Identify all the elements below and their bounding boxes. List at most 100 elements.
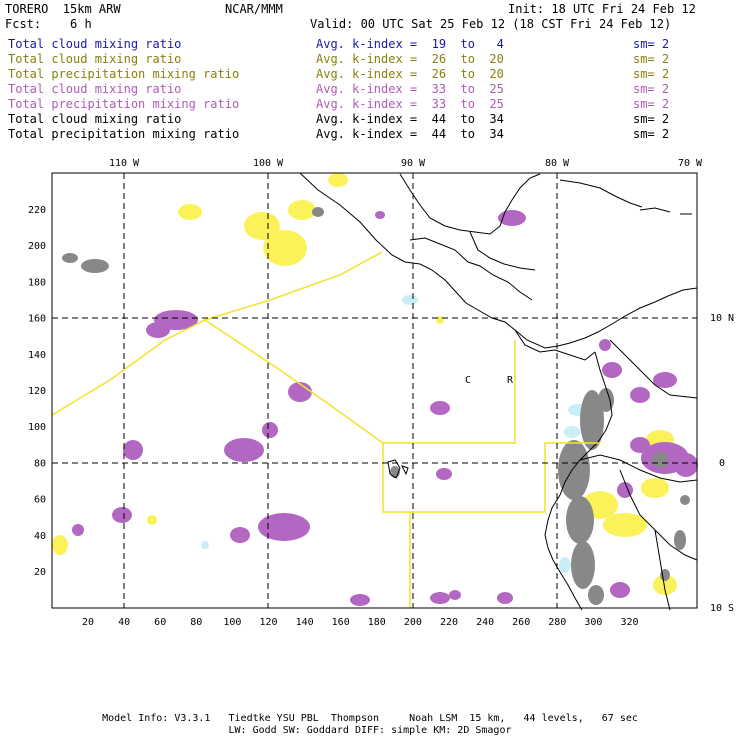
- purple-patch-19: [602, 362, 622, 378]
- gray-patch-8: [588, 585, 604, 605]
- gray-patch-3: [558, 440, 590, 500]
- y-tick-220: 220: [28, 205, 46, 216]
- y-tick-60: 60: [34, 495, 46, 506]
- coastline-mexico: [299, 172, 698, 349]
- legend-name-6: Total precipitation mixing ratio: [8, 127, 240, 141]
- legend-kidx-3: Avg. k-index = 33 to 25: [316, 82, 504, 96]
- gray-patch-2: [312, 207, 324, 217]
- legend-kidx-2: Avg. k-index = 26 to 20: [316, 67, 504, 81]
- lon-label-4: 70 W: [678, 158, 703, 169]
- purple-patch-16: [617, 482, 633, 498]
- legend-sm-1: sm= 2: [633, 52, 670, 66]
- x-tick-140: 140: [296, 617, 314, 628]
- x-tick-180: 180: [368, 617, 386, 628]
- yellow-patch-11: [147, 515, 157, 525]
- legend-kidx-0: Avg. k-index = 19 to 4: [316, 37, 504, 51]
- yellow-patch-3: [288, 200, 316, 220]
- yellow-patch-6: [603, 513, 647, 537]
- purple-patch-3: [288, 382, 312, 402]
- x-tick-240: 240: [476, 617, 494, 628]
- border-central-america: [409, 237, 533, 301]
- legend-name-5: Total cloud mixing ratio: [8, 112, 182, 126]
- boundary-box: [382, 442, 600, 513]
- y-tick-160: 160: [28, 314, 46, 325]
- purple-patch-26: [449, 590, 461, 600]
- galapagos: [387, 459, 409, 479]
- purple-patch-12: [375, 211, 385, 219]
- field-fills: [52, 173, 698, 606]
- lon-label-1: 100 W: [253, 158, 284, 169]
- boundary-diagonal: [204, 319, 516, 444]
- legend-kidx-1: Avg. k-index = 26 to 20: [316, 52, 504, 66]
- purple-patch-5: [224, 438, 264, 462]
- boundary-upper-line: [51, 251, 383, 416]
- lat-lon-grid: [52, 173, 697, 608]
- purple-patch-15: [674, 453, 698, 477]
- gray-patch-13: [680, 495, 690, 505]
- gray-patch-1: [62, 253, 78, 263]
- lon-label-0: 110 W: [109, 158, 140, 169]
- purple-patch-0: [498, 210, 526, 226]
- purple-patch-6: [262, 422, 278, 438]
- gray-patch-5: [580, 390, 604, 450]
- axis-labels: 110 W 100 W 90 W 80 W 70 W 10 N 0 10 S 20 40 60 80 1…: [28, 158, 734, 628]
- purple-patch-24: [610, 582, 630, 598]
- purple-patch-10: [230, 527, 250, 543]
- legend-sm-5: sm= 2: [633, 112, 670, 126]
- legend-name-4: Total precipitation mixing ratio: [8, 97, 240, 111]
- purple-patch-18: [653, 372, 677, 388]
- gray-patch-9: [652, 452, 668, 468]
- legend-kidx-5: Avg. k-index = 44 to 34: [316, 112, 504, 126]
- border-colombia-venezuela: [609, 339, 698, 399]
- lon-label-2: 90 W: [401, 158, 426, 169]
- yellow-patch-9: [653, 575, 677, 595]
- border-peru-bolivia: [654, 529, 671, 611]
- x-tick-280: 280: [548, 617, 566, 628]
- legend-kidx-4: Avg. k-index = 33 to 25: [316, 97, 504, 111]
- y-tick-200: 200: [28, 241, 46, 252]
- yellow-patch-12: [436, 316, 444, 324]
- gray-patch-6: [598, 388, 614, 412]
- x-tick-320: 320: [620, 617, 638, 628]
- legend-name-2: Total precipitation mixing ratio: [8, 67, 240, 81]
- cyan-patch-4: [201, 541, 209, 549]
- purple-patch-2: [146, 322, 170, 338]
- model-title: TORERO 15km ARW: [5, 2, 121, 16]
- x-tick-40: 40: [118, 617, 130, 628]
- x-tick-120: 120: [259, 617, 277, 628]
- legend-sm-0: sm= 2: [633, 37, 670, 51]
- legend-sm-3: sm= 2: [633, 82, 670, 96]
- gray-patch-7: [571, 541, 595, 589]
- gray-patch-0: [81, 259, 109, 273]
- purple-patch-21: [497, 592, 513, 604]
- purple-patch-14: [630, 437, 650, 453]
- purple-patch-23: [430, 592, 450, 604]
- purple-patch-20: [599, 339, 611, 351]
- purple-patch-17: [630, 387, 650, 403]
- cyan-patch-2: [564, 426, 580, 438]
- x-tick-80: 80: [190, 617, 202, 628]
- purple-patch-8: [112, 507, 132, 523]
- coastline-belize: [469, 231, 536, 271]
- legend-name-3: Total cloud mixing ratio: [8, 82, 182, 96]
- x-tick-20: 20: [82, 617, 94, 628]
- yellow-patch-10: [52, 535, 68, 555]
- x-tick-300: 300: [584, 617, 602, 628]
- forecast-hour: Fcst: 6 h: [5, 17, 92, 31]
- y-tick-20: 20: [34, 567, 46, 578]
- yellow-patch-4: [328, 173, 348, 187]
- coastline-caribbean: [399, 173, 541, 235]
- legend-name-1: Total cloud mixing ratio: [8, 52, 182, 66]
- model-info-line2: LW: Godd SW: Goddard DIFF: simple KM: 2D…: [228, 725, 512, 736]
- lat-label-0: 10 N: [710, 313, 734, 324]
- legend-sm-6: sm= 2: [633, 127, 670, 141]
- lat-label-1: 0: [719, 458, 725, 469]
- x-tick-200: 200: [404, 617, 422, 628]
- purple-patch-22: [350, 594, 370, 606]
- y-tick-180: 180: [28, 277, 46, 288]
- legend-name-0: Total cloud mixing ratio: [8, 37, 182, 51]
- x-tick-260: 260: [512, 617, 530, 628]
- border-colombia-ecuador: [579, 454, 698, 483]
- legend-kidx-6: Avg. k-index = 44 to 34: [316, 127, 504, 141]
- y-tick-40: 40: [34, 531, 46, 542]
